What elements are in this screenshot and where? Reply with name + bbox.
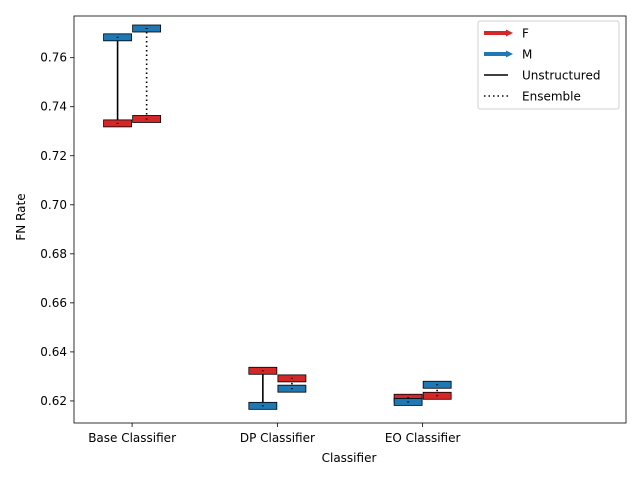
x-tick-label: DP Classifier [240, 431, 315, 445]
legend: FM Unstructured Ensemble [477, 20, 620, 110]
plot-area [103, 24, 452, 410]
legend-swatch-arrow [506, 29, 513, 37]
y-tick-label: 0.62 [40, 394, 67, 408]
y-tick-label: 0.66 [40, 296, 67, 310]
legend-label: Unstructured [522, 69, 600, 83]
legend-frame [477, 20, 620, 110]
axes: 0.62 0.64 0.66 0.68 0.70 0.72 0.74 0.76 Base Cla… [40, 15, 627, 445]
x-axis-label: Classifier [322, 451, 377, 465]
y-tick-label: 0.74 [40, 100, 67, 114]
legend-label: F [522, 27, 529, 41]
x-tick-label: Base Classifier [88, 431, 176, 445]
y-tick-label: 0.70 [40, 198, 67, 212]
legend-label: Ensemble [522, 90, 581, 104]
y-axis-label: FN Rate [14, 193, 28, 240]
y-tick-label: 0.68 [40, 247, 67, 261]
legend-label: M [522, 48, 532, 62]
x-tick-label: EO Classifier [385, 431, 461, 445]
legend-swatch-arrow [506, 50, 513, 58]
axes-frame [73, 15, 627, 424]
y-tick-label: 0.76 [40, 51, 67, 65]
y-tick-label: 0.72 [40, 149, 67, 163]
y-tick-label: 0.64 [40, 345, 67, 359]
